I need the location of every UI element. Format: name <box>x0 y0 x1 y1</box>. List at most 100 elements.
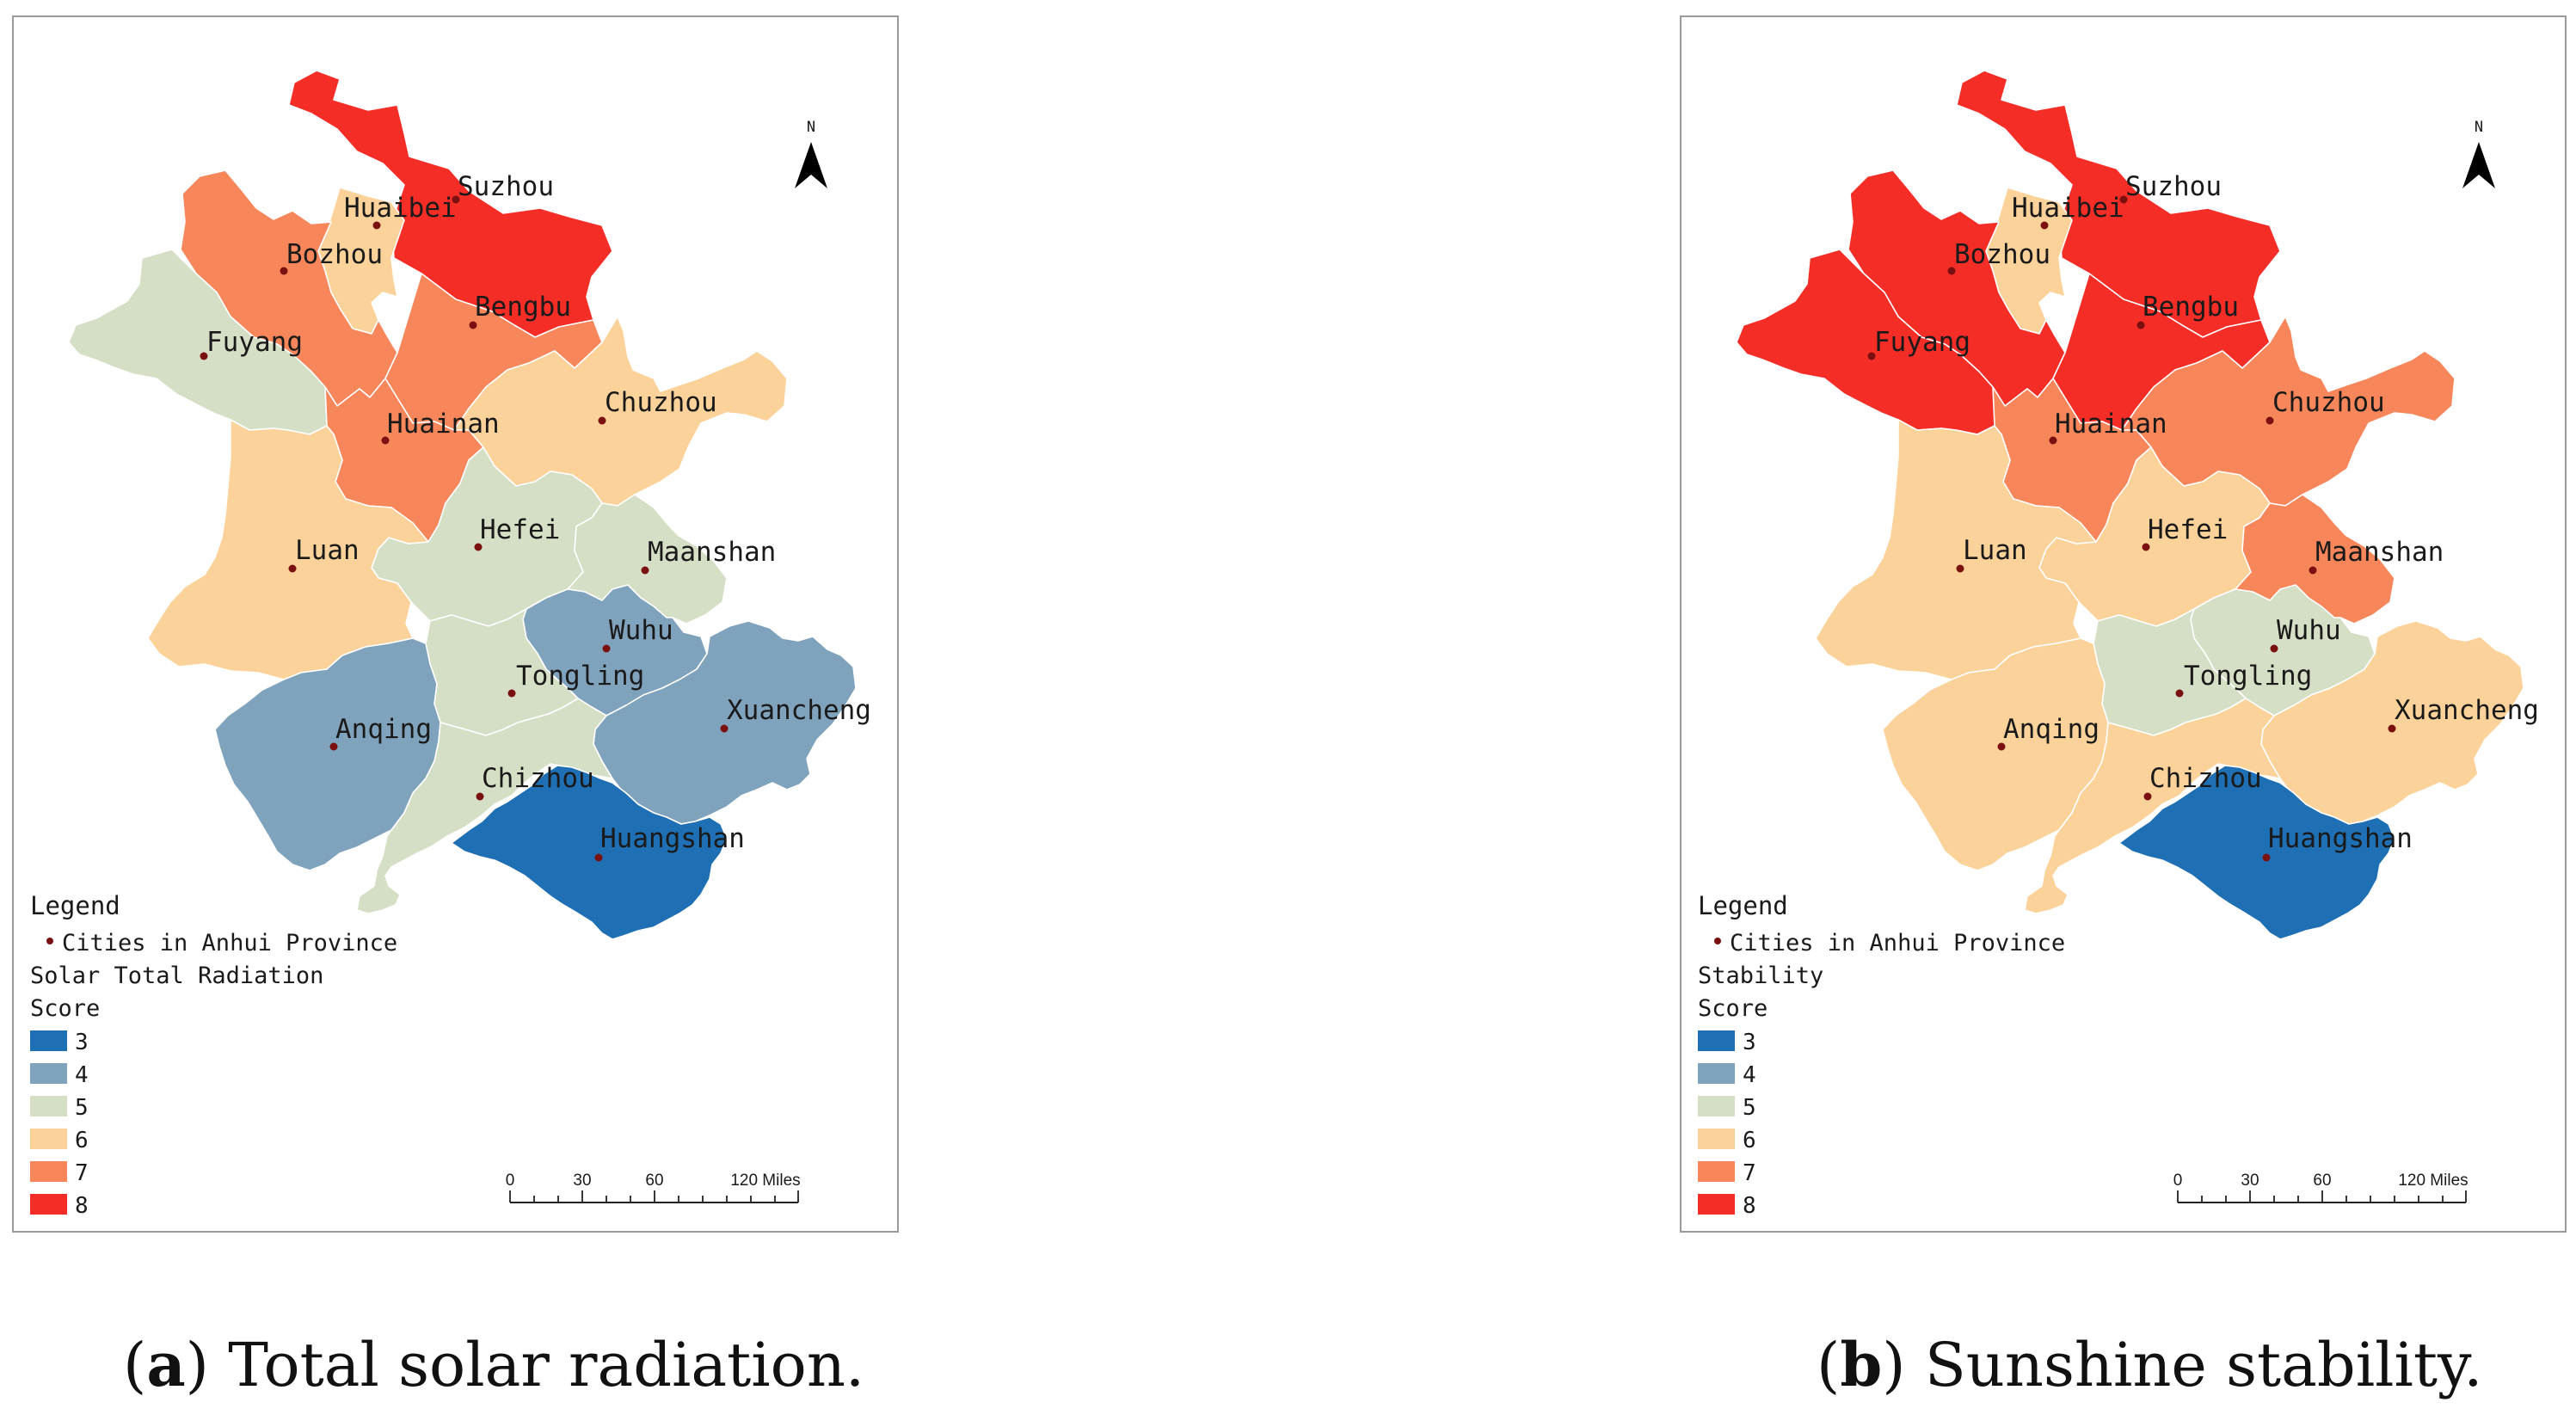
city-dot-suzhou <box>2119 195 2128 204</box>
city-label-tongling: Tongling <box>2184 661 2312 692</box>
city-label-huainan: Huainan <box>2055 409 2167 440</box>
city-label-luan: Luan <box>295 535 360 566</box>
legend-title: Legend <box>1698 891 1788 920</box>
city-label-huaibei: Huaibei <box>2012 193 2124 224</box>
city-label-wuhu: Wuhu <box>2277 615 2341 646</box>
city-label-huaibei: Huaibei <box>344 193 457 224</box>
city-dot-hefei <box>2142 543 2150 551</box>
scale-label: 0 <box>506 1172 515 1190</box>
region-chizhou <box>356 698 613 914</box>
legend-swatch-4 <box>1698 1063 1735 1084</box>
city-label-chuzhou: Chuzhou <box>2272 387 2385 418</box>
legend-class-label-3: 3 <box>1743 1030 1756 1055</box>
city-label-fuyang: Fuyang <box>206 327 303 358</box>
legend-point-label: Cities in Anhui Province <box>62 930 397 956</box>
legend-swatch-4 <box>30 1063 67 1084</box>
region-chizhou <box>2024 698 2281 914</box>
city-label-xuancheng: Xuancheng <box>2395 695 2539 726</box>
city-label-bozhou: Bozhou <box>1954 239 2050 270</box>
city-label-suzhou: Suzhou <box>2125 171 2222 202</box>
city-label-bozhou: Bozhou <box>286 239 383 270</box>
city-dot-huainan <box>2049 436 2057 445</box>
city-dot-tongling <box>2175 689 2184 698</box>
scale-label: 0 <box>2173 1172 2183 1190</box>
region-anqing <box>1882 637 2109 871</box>
city-dot-huangshan <box>594 853 603 862</box>
city-label-chuzhou: Chuzhou <box>605 387 717 418</box>
city-label-maanshan: Maanshan <box>648 537 776 568</box>
city-dot-chizhou <box>476 792 484 801</box>
city-label-anqing: Anqing <box>335 714 432 745</box>
city-dot-hefei <box>474 543 483 551</box>
city-label-suzhou: Suzhou <box>458 171 554 202</box>
legend-city-dot-icon <box>1714 938 1721 944</box>
city-dot-huaibei <box>372 221 381 230</box>
region-huangshan <box>451 765 728 940</box>
city-dot-tongling <box>507 689 516 698</box>
city-dot-bengbu <box>469 321 477 329</box>
city-dot-maanshan <box>641 566 649 575</box>
city-dot-xuancheng <box>720 724 729 733</box>
city-label-huangshan: Huangshan <box>600 823 745 854</box>
city-dot-huangshan <box>2262 853 2271 862</box>
legend-title: Legend <box>30 891 120 920</box>
legend-class-label-6: 6 <box>75 1128 89 1153</box>
north-arrow-icon <box>2462 142 2495 188</box>
legend-field-name: Score <box>30 995 100 1022</box>
city-label-wuhu: Wuhu <box>609 615 673 646</box>
map-frame <box>12 15 899 1233</box>
north-label: N <box>2475 119 2483 136</box>
city-dot-fuyang <box>200 352 208 360</box>
scale-label: 30 <box>2241 1172 2259 1190</box>
legend-swatch-3 <box>30 1030 67 1051</box>
city-dot-anqing <box>1997 742 2006 751</box>
region-suzhou <box>1956 70 2281 338</box>
city-dot-bozhou <box>1947 267 1956 275</box>
legend-class-label-5: 5 <box>1743 1095 1756 1121</box>
city-dot-anqing <box>329 742 338 751</box>
city-dot-bozhou <box>280 267 288 275</box>
city-label-huangshan: Huangshan <box>2268 823 2413 854</box>
city-dot-wuhu <box>602 644 611 653</box>
legend-point-label: Cities in Anhui Province <box>1730 930 2065 956</box>
city-dot-xuancheng <box>2388 724 2396 733</box>
city-label-anqing: Anqing <box>2003 714 2100 745</box>
legend-class-label-8: 8 <box>75 1193 89 1219</box>
city-label-bengbu: Bengbu <box>2143 292 2239 323</box>
city-dot-luan <box>288 564 297 573</box>
city-dot-bengbu <box>2136 321 2145 329</box>
city-label-hefei: Hefei <box>480 514 560 545</box>
legend-field-name: Score <box>1698 995 1768 1022</box>
city-label-tongling: Tongling <box>516 661 644 692</box>
city-label-huainan: Huainan <box>387 409 500 440</box>
caption-b: (b) Sunshine stability. <box>1817 1329 2483 1400</box>
city-dot-fuyang <box>1867 352 1876 360</box>
legend-layer-name: Stability <box>1698 963 1823 989</box>
city-label-chizhou: Chizhou <box>482 763 594 794</box>
scale-label: 60 <box>2313 1172 2331 1190</box>
legend-swatch-7 <box>1698 1161 1735 1182</box>
city-label-bengbu: Bengbu <box>475 292 571 323</box>
legend-swatch-3 <box>1698 1030 1735 1051</box>
city-label-fuyang: Fuyang <box>1874 327 1970 358</box>
city-dot-suzhou <box>452 195 460 204</box>
scale-label: 30 <box>573 1172 591 1190</box>
caption-b-text: Sunshine stability. <box>1924 1330 2483 1400</box>
city-dot-chuzhou <box>598 416 606 425</box>
legend-swatch-8 <box>30 1194 67 1215</box>
legend-class-label-6: 6 <box>1743 1128 1756 1153</box>
north-label: N <box>807 119 815 136</box>
legend-swatch-5 <box>30 1096 67 1116</box>
caption-a-text: Total solar radiation. <box>228 1330 865 1400</box>
legend-swatch-8 <box>1698 1194 1735 1215</box>
city-label-xuancheng: Xuancheng <box>727 695 871 726</box>
city-dot-maanshan <box>2309 566 2317 575</box>
legend-swatch-7 <box>30 1161 67 1182</box>
legend-swatch-6 <box>30 1129 67 1149</box>
city-dot-huaibei <box>2040 221 2049 230</box>
scale-label: 120 Miles <box>2398 1172 2468 1190</box>
city-dot-luan <box>1956 564 1964 573</box>
legend-class-label-4: 4 <box>1743 1062 1756 1088</box>
